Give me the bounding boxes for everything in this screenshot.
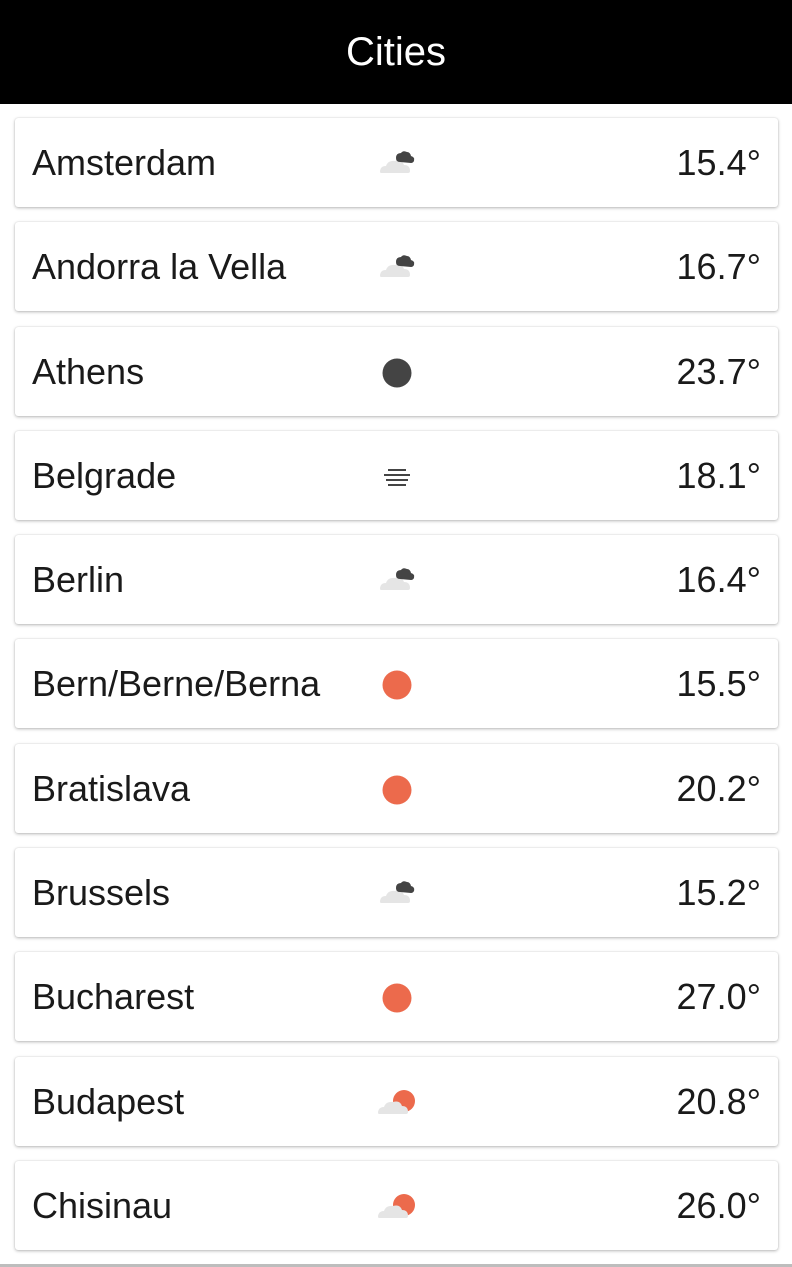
- sunny-icon: [376, 976, 418, 1018]
- city-temperature: 16.4°: [676, 559, 761, 601]
- sunny-icon: [376, 663, 418, 705]
- city-temperature: 20.2°: [676, 767, 761, 809]
- list-item[interactable]: Belgrade 18.1°: [15, 430, 778, 520]
- city-name: Bratislava: [32, 767, 191, 809]
- cloudy-icon: [376, 559, 418, 601]
- partly-cloudy-icon: [376, 1081, 418, 1123]
- list-item[interactable]: Budapest 20.8°: [15, 1056, 778, 1146]
- page-title: Cities: [345, 29, 447, 74]
- list-item[interactable]: Bratislava 20.2°: [15, 743, 778, 833]
- city-temperature: 26.0°: [676, 1184, 761, 1226]
- cloudy-icon: [376, 246, 418, 288]
- city-name: Chisinau: [32, 1184, 173, 1226]
- list-item[interactable]: Amsterdam 15.4°: [15, 118, 778, 207]
- cloudy-icon: [376, 872, 418, 914]
- city-name: Andorra la Vella: [32, 246, 287, 288]
- bottom-divider: [0, 1264, 792, 1267]
- clear-night-icon: [376, 351, 418, 393]
- list-item[interactable]: Chisinau 26.0°: [15, 1160, 778, 1250]
- city-name: Athens: [32, 350, 145, 392]
- city-temperature: 15.2°: [676, 872, 761, 914]
- city-temperature: 16.7°: [676, 246, 761, 288]
- city-temperature: 20.8°: [676, 1080, 761, 1122]
- city-name: Amsterdam: [32, 142, 217, 183]
- city-name: Bucharest: [32, 976, 195, 1018]
- cloudy-icon: [376, 142, 418, 184]
- list-item[interactable]: Brussels 15.2°: [15, 848, 778, 938]
- list-item[interactable]: Andorra la Vella 16.7°: [15, 222, 778, 312]
- list-item[interactable]: Bern/Berne/Berna 15.5°: [15, 639, 778, 729]
- city-temperature: 18.1°: [676, 454, 761, 496]
- app-bar: Cities: [0, 0, 792, 104]
- fog-icon: [376, 455, 418, 497]
- list-item[interactable]: Athens 23.7°: [15, 326, 778, 416]
- city-name: Belgrade: [32, 454, 177, 496]
- city-name: Budapest: [32, 1080, 185, 1122]
- city-temperature: 15.4°: [676, 142, 761, 183]
- city-temperature: 27.0°: [676, 976, 761, 1018]
- city-list: Amsterdam 15.4° Andorra la Vella 16.7° Ath…: [15, 118, 778, 1265]
- city-temperature: 23.7°: [676, 350, 761, 392]
- city-name: Berlin: [32, 559, 125, 601]
- city-temperature: 15.5°: [676, 663, 761, 705]
- city-name: Bern/Berne/Berna: [32, 663, 321, 705]
- sunny-icon: [376, 768, 418, 810]
- list-item[interactable]: Bucharest 27.0°: [15, 952, 778, 1042]
- partly-cloudy-icon: [376, 1185, 418, 1227]
- list-item[interactable]: Berlin 16.4°: [15, 535, 778, 625]
- city-name: Brussels: [32, 872, 171, 914]
